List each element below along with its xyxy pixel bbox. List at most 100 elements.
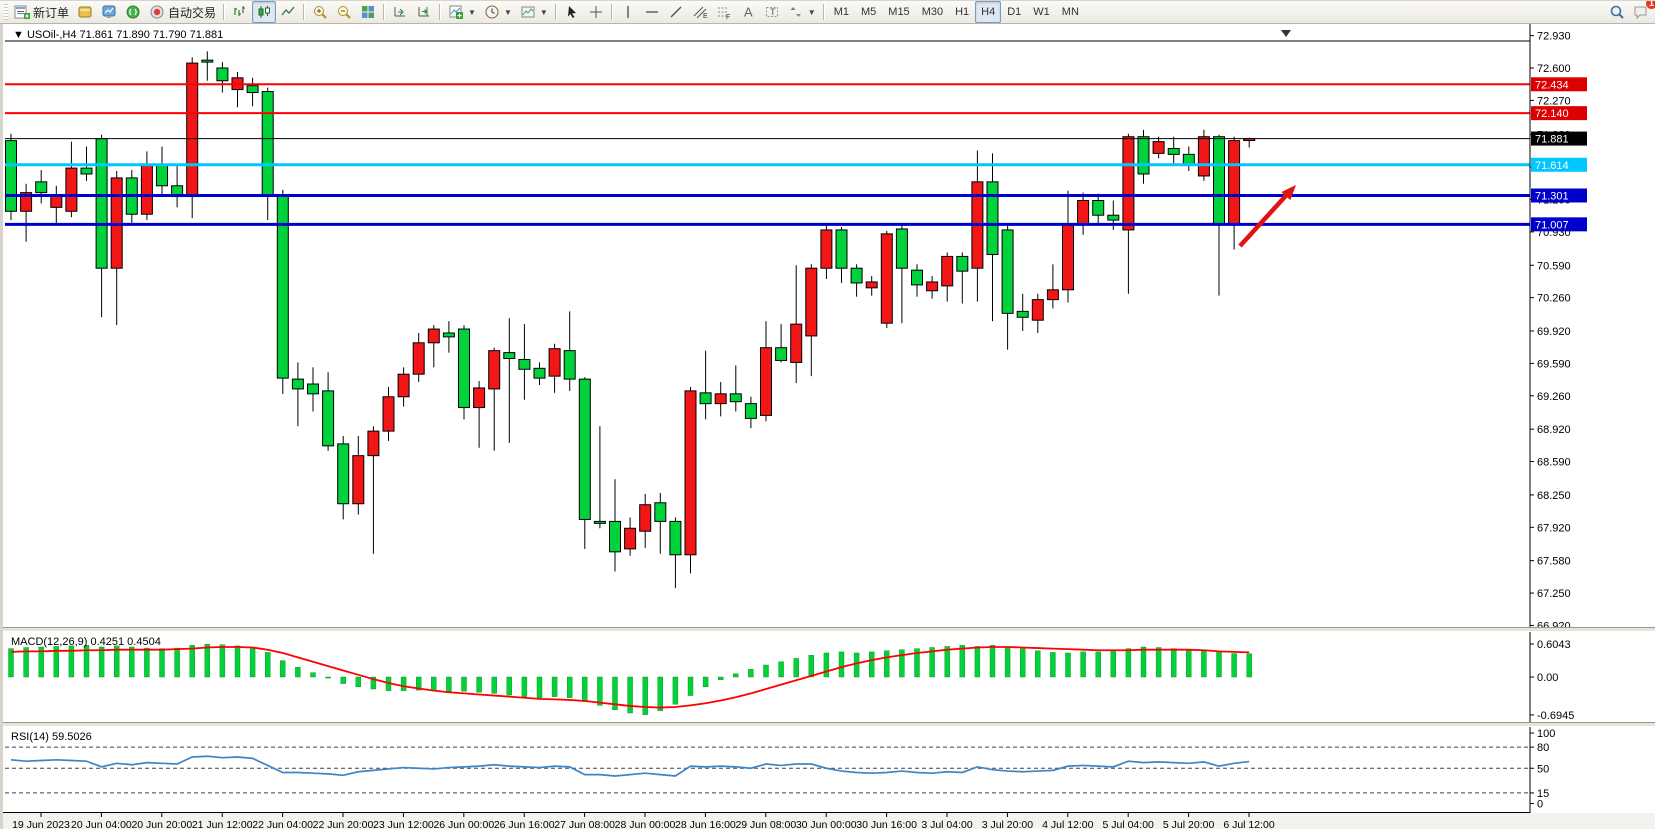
timeframe-m15-button[interactable]: M15 [888,6,910,18]
cursor-button[interactable] [560,1,584,23]
candle [1107,214,1120,221]
timeframe-m30-button[interactable]: M30 [921,6,944,18]
time-axis-label: 28 Jun 00:00 [615,819,676,829]
timeframe-m5-button[interactable]: M5 [861,6,877,18]
candle [20,192,33,212]
macd-histogram-bar [476,676,482,693]
macd-histogram-bar [1020,648,1026,678]
timeframe-mn-button[interactable]: MN [1061,6,1079,18]
auto-trading-button[interactable]: 自动交易 [145,1,220,23]
tile-windows-button[interactable] [356,1,380,23]
candle [729,393,742,403]
rsi-axis-label: 50 [1537,763,1549,775]
time-axis-label: 27 Jun 08:00 [554,819,615,829]
candle [216,67,229,82]
time-axis[interactable]: 19 Jun 2023 20 Jun 04:00 20 Jun 20:00 21 Ju… [3,813,1655,829]
vline-button[interactable] [616,1,640,23]
candle [654,502,667,522]
auto-scroll-button[interactable] [388,1,412,23]
zoom-in-button[interactable] [308,1,332,23]
timeframe-m1-button[interactable]: M1 [833,6,849,18]
chat-button[interactable]: 1 [1629,1,1655,23]
indicators-button[interactable]: ▼ [444,1,480,23]
templates-button[interactable]: ▼ [516,1,552,23]
pane-separator[interactable] [3,722,1655,727]
price-chart-pane[interactable]: 72.93072.60072.27071.92071.59071.26070.9… [3,24,1655,627]
macd-histogram-bar [838,651,845,678]
periods-button[interactable]: ▼ [480,1,516,23]
candles-icon [258,6,271,18]
macd-histogram-bar [974,646,981,678]
auto-trading-button-label: 自动交易 [168,5,217,20]
price-badge [1531,188,1587,203]
candle [926,281,939,292]
rsi-pane[interactable]: 100 80 50 150 RSI(14) 59.5026 [3,727,1655,813]
chart-background[interactable] [3,24,1655,627]
cursor-icon [567,6,576,18]
rsi-background[interactable] [3,727,1655,813]
timeframe-d1-button[interactable]: D1 [1007,6,1022,18]
trendline-button[interactable] [664,1,688,23]
trend-arrow-annotation[interactable] [1238,187,1294,248]
macd-histogram-bar [1201,650,1207,678]
candle [1092,199,1105,216]
new-order-button[interactable]: 新订单 [10,1,73,23]
price-badge [1531,157,1587,172]
data-signal-button[interactable] [121,1,145,23]
arrows-button[interactable]: ▼ [784,1,820,23]
price-axis-label: 72.270 [1537,95,1571,107]
tile-icon [362,6,375,18]
chart-shift-button[interactable] [412,1,436,23]
macd-histogram-bar [718,676,724,680]
candle [518,358,531,370]
chartshift-icon [418,7,430,17]
macd-histogram-bar [627,676,633,714]
zoom-out-button[interactable] [332,1,356,23]
candle [865,281,878,289]
toolbar-separator [554,4,557,20]
line-chart-button[interactable] [276,1,300,23]
candle [397,373,410,398]
candle [593,520,606,524]
fibonacci-button[interactable]: F [712,1,736,23]
timeframe-h4-button[interactable]: H4 [975,1,1002,23]
search-button[interactable] [1605,1,1629,23]
candle [895,228,908,269]
candlestick-button[interactable] [252,1,277,23]
macd-histogram-bar [1095,651,1101,678]
timeframe-w1-button[interactable]: W1 [1033,6,1050,18]
candle [352,455,365,505]
channel-button[interactable]: E [688,1,712,23]
bar-chart-button[interactable] [228,1,252,23]
candle [1137,136,1150,175]
toolbar-separator [383,4,386,20]
charts-window-button[interactable] [73,1,97,23]
chevron-down-icon: ▼ [807,7,816,17]
text-button[interactable]: A [736,1,760,23]
macd-pane[interactable]: 0.6043 0.00 -0.6945 MACD(12,26,9) 0.4251 0.… [3,632,1655,722]
chart-shift-marker[interactable] [1281,30,1291,37]
candle [473,387,486,409]
crosshair-button[interactable] [584,1,608,23]
toolbar: 新订单 自动交易 ▼ ▼ ▼ E F A T ▼ M1 M5 M15 M30 H1 H4 D1 W1 MN 1 [0,1,1655,24]
crosshair-icon [589,6,602,18]
macd-histogram-bar [944,646,950,678]
candle [261,91,274,196]
candle [744,403,757,419]
macd-histogram-bar [219,644,226,678]
label-button[interactable]: T [760,1,784,23]
timeframe-h1-button[interactable]: H1 [955,6,970,18]
pane-separator[interactable] [3,627,1655,632]
macd-histogram-bar [355,676,361,688]
macd-histogram-bar [1155,647,1162,678]
price-axis-label: 66.920 [1537,620,1571,627]
new-order-icon [14,5,30,19]
price-badge-label: 71.301 [1535,190,1569,202]
linechart-icon [281,6,295,16]
candle [5,140,17,212]
macd-histogram-bar [808,654,814,678]
macd-histogram-bar [280,660,286,678]
market-watch-button[interactable] [97,1,121,23]
macd-histogram-bar [778,661,784,678]
hline-button[interactable] [640,1,664,23]
